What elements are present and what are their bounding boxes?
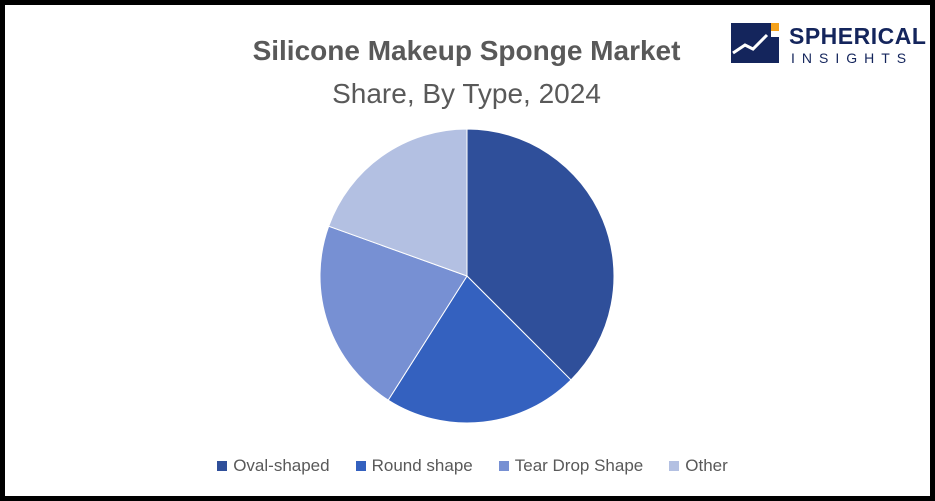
spherical-insights-logo: SPHERICAL INSIGHTS bbox=[731, 21, 931, 69]
pie-chart bbox=[319, 128, 615, 424]
chart-subtitle: Share, By Type, 2024 bbox=[332, 78, 601, 109]
legend-item: Other bbox=[669, 456, 728, 476]
chart-legend: Oval-shaped Round shape Tear Drop Shape Oth… bbox=[5, 456, 935, 476]
legend-label: Other bbox=[685, 456, 728, 475]
logo-mark-icon bbox=[731, 23, 779, 63]
logo-wordmark-top: SPHERICAL bbox=[789, 23, 927, 49]
legend-item: Round shape bbox=[355, 456, 473, 476]
legend-swatch bbox=[498, 461, 509, 471]
pie-slice-oval-shaped bbox=[466, 128, 615, 381]
pie-slice-other bbox=[328, 128, 468, 277]
legend-label: Oval-shaped bbox=[233, 456, 330, 475]
legend-swatch bbox=[355, 461, 366, 471]
logo-wordmark-bottom: INSIGHTS bbox=[791, 50, 914, 66]
legend-swatch bbox=[217, 461, 228, 471]
chart-title: Silicone Makeup Sponge Market bbox=[252, 35, 681, 66]
legend-item: Oval-shaped bbox=[217, 456, 330, 476]
pie-slice-tear-drop-shape bbox=[319, 225, 468, 401]
pie-slice-round-shape bbox=[387, 275, 572, 424]
legend-swatch bbox=[669, 461, 680, 471]
legend-label: Tear Drop Shape bbox=[514, 456, 644, 475]
legend-label: Round shape bbox=[371, 456, 473, 475]
legend-item: Tear Drop Shape bbox=[498, 456, 644, 476]
